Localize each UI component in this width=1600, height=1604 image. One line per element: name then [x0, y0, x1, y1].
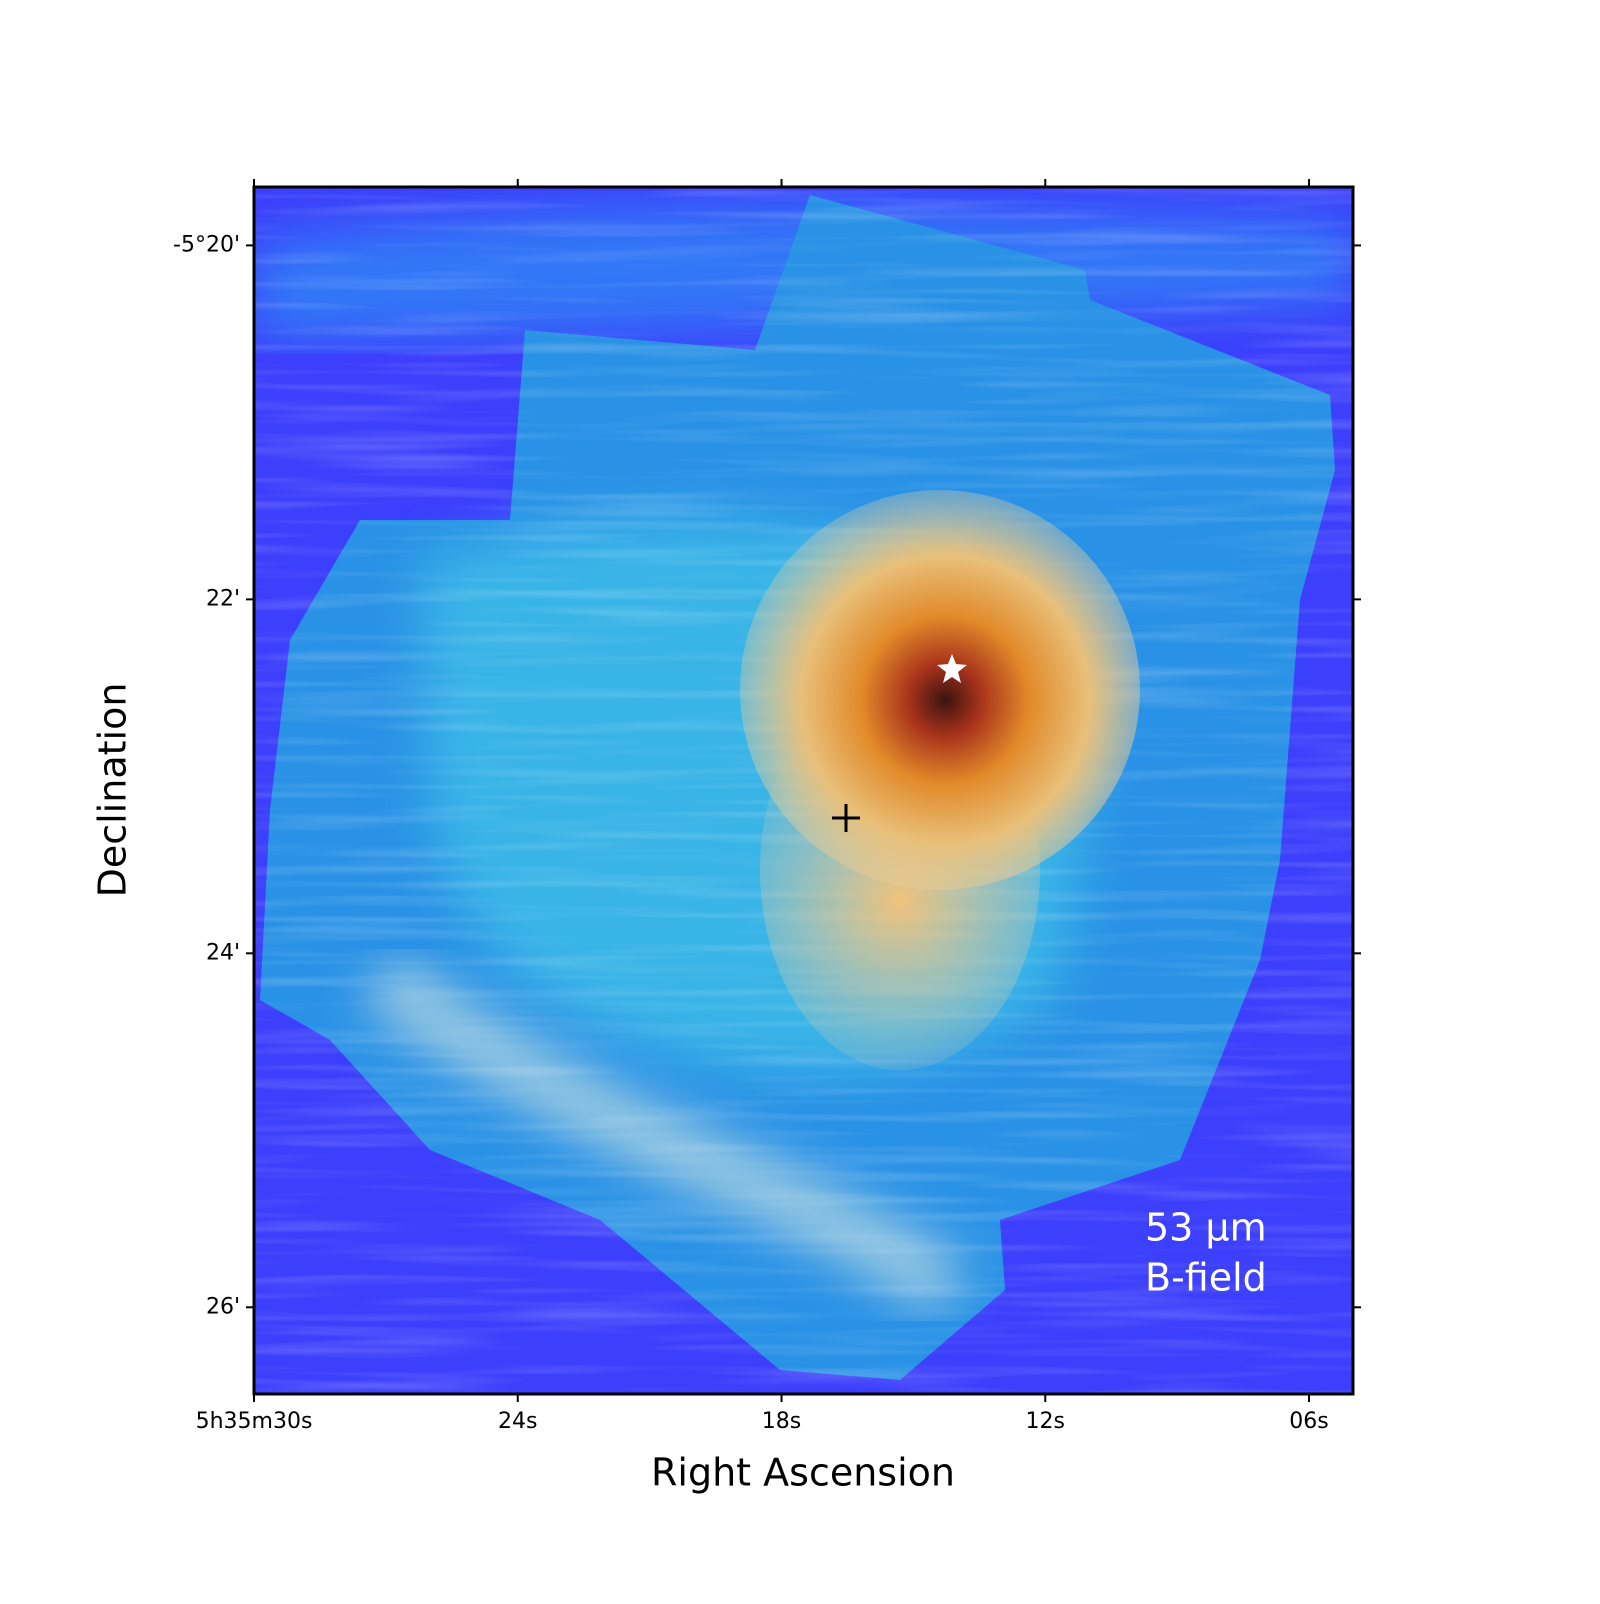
- x-axis-label: Right Ascension: [651, 1451, 955, 1495]
- x-tick-label: 12s: [1026, 1409, 1065, 1434]
- y-axis-label: Declination: [91, 683, 135, 898]
- x-tick-label: 24s: [498, 1409, 537, 1434]
- plot-frame: [252, 185, 1355, 1396]
- sky-image: [254, 187, 1353, 1394]
- y-tick-label: 24': [206, 940, 240, 965]
- x-tick-label: 18s: [762, 1409, 801, 1434]
- field-label: B-field: [1145, 1256, 1267, 1300]
- y-tick-label: -5°20': [173, 232, 240, 257]
- y-tick-label: 22': [206, 586, 240, 611]
- y-tick-label: 26': [206, 1294, 240, 1319]
- x-tick-label: 5h35m30s: [196, 1409, 313, 1434]
- x-tick-label: 06s: [1289, 1409, 1328, 1434]
- band-label: 53 μm: [1145, 1206, 1267, 1250]
